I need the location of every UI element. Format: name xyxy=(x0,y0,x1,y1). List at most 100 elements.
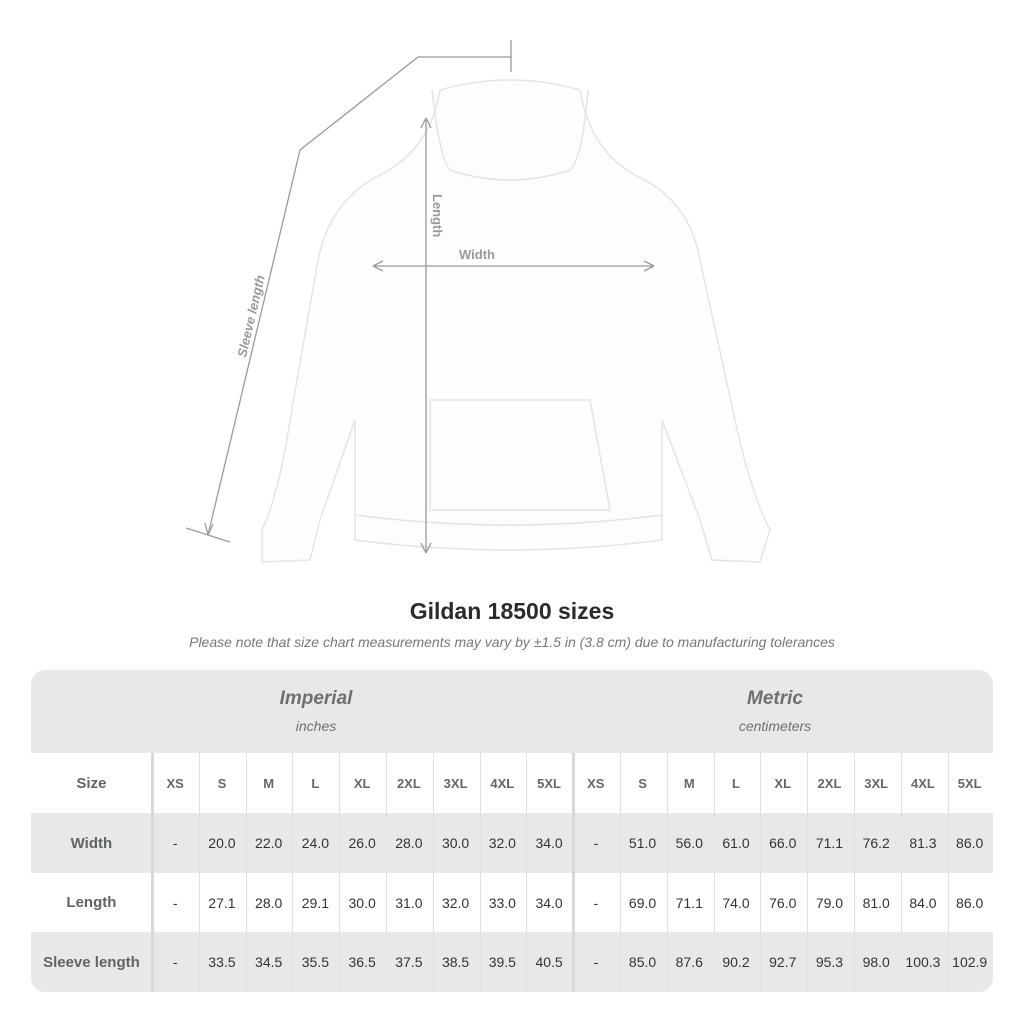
table-cell: XS xyxy=(166,775,184,791)
table-cell: 4XL xyxy=(911,775,935,791)
table-header-band xyxy=(31,670,993,753)
table-cell: 27.1 xyxy=(208,894,236,911)
table-cell: 3XL xyxy=(443,775,468,791)
table-cell: 29.1 xyxy=(301,894,330,911)
hoodie-image xyxy=(261,79,771,563)
table-cell: 4XL xyxy=(490,775,515,791)
table-cell: 51.0 xyxy=(628,835,657,851)
table-cell: XS xyxy=(587,775,605,791)
row-label: Length xyxy=(66,894,117,911)
metric-group: Metric centimeters xyxy=(640,688,910,734)
column-divider xyxy=(526,753,528,992)
length-label: Length xyxy=(430,194,445,237)
table-cell: 76.0 xyxy=(769,894,797,911)
row-label: Size xyxy=(76,774,107,792)
table-cell: 5XL xyxy=(957,775,982,791)
column-divider xyxy=(245,753,247,992)
table-cell: 81.0 xyxy=(862,894,890,911)
table-cell: 95.3 xyxy=(815,954,844,970)
table-cell: - xyxy=(172,894,178,911)
table-cell: 2XL xyxy=(396,775,421,791)
table-cell: 39.5 xyxy=(488,954,516,970)
size-header-row: Size XS S M L XL 2XL 3XL 4XL 5XL XS S M L XL 2XL 3XL 4XL 5… xyxy=(31,753,993,813)
table-cell: L xyxy=(732,775,740,791)
column-divider xyxy=(900,753,902,992)
table-cell: 34.0 xyxy=(535,894,563,911)
column-divider xyxy=(854,753,855,992)
table-cell: - xyxy=(172,954,178,970)
table-cell: 31.0 xyxy=(395,894,423,911)
table-cell: 3XL xyxy=(864,775,889,791)
table-cell: 20.0 xyxy=(208,835,236,851)
row-label: Width xyxy=(70,834,113,852)
table-cell: 85.0 xyxy=(628,954,657,970)
table-cell: 79.0 xyxy=(815,894,844,911)
table-cell: 33.5 xyxy=(208,954,236,970)
column-divider xyxy=(620,753,621,992)
column-divider xyxy=(713,753,715,992)
column-divider xyxy=(198,753,200,992)
table-cell: 28.0 xyxy=(395,835,423,851)
size-table: Imperial inches Metric centimeters Size X… xyxy=(31,670,993,992)
table-cell: 86.0 xyxy=(956,894,984,911)
table-cell: 81.3 xyxy=(909,835,937,851)
table-cell: - xyxy=(593,954,599,970)
hoodie-illustration: Sleeve length Length Width xyxy=(185,40,771,563)
table-cell: 35.5 xyxy=(301,954,330,970)
table-cell: 34.0 xyxy=(535,835,563,851)
table-cell: 26.0 xyxy=(348,835,376,851)
table-cell: 33.0 xyxy=(488,894,516,911)
imperial-heading: Imperial xyxy=(279,688,353,709)
table-cell: - xyxy=(593,894,599,911)
table-cell: S xyxy=(638,775,647,791)
table-cell: 71.1 xyxy=(675,894,703,911)
table-row: Length - 27.1 28.0 29.1 30.0 31.0 32.0 33.0 34.0 -… xyxy=(31,873,993,932)
column-divider xyxy=(386,753,387,992)
imperial-group: Imperial inches xyxy=(181,688,451,734)
page-title: Gildan 18500 sizes xyxy=(409,598,615,624)
column-divider xyxy=(339,753,341,992)
metric-unit: centimeters xyxy=(738,718,812,734)
table-cell: 32.0 xyxy=(488,835,516,851)
table-cell: 61.0 xyxy=(722,835,750,851)
column-divider xyxy=(807,753,809,992)
table-cell: 40.5 xyxy=(535,954,563,970)
measurement-lines xyxy=(185,40,655,554)
column-divider xyxy=(479,753,481,992)
table-cell: 86.0 xyxy=(956,835,984,851)
table-cell: 102.9 xyxy=(952,954,988,970)
column-divider xyxy=(292,753,294,992)
metric-heading: Metric xyxy=(747,688,803,709)
imperial-unit: inches xyxy=(295,718,337,734)
table-cell: 30.0 xyxy=(441,835,470,851)
table-cell: 36.5 xyxy=(348,954,376,970)
table-cell: 74.0 xyxy=(722,894,750,911)
table-cell: L xyxy=(311,775,320,791)
table-cell: 22.0 xyxy=(255,835,283,851)
table-cell: 28.0 xyxy=(255,894,283,911)
table-cell: 34.5 xyxy=(255,954,283,970)
table-cell: 38.5 xyxy=(441,954,470,970)
table-cell: - xyxy=(172,835,178,851)
sleeve-length-label: Sleeve length xyxy=(234,274,267,359)
table-cell: 71.1 xyxy=(815,835,844,851)
width-label: Width xyxy=(459,247,495,262)
table-cell: 5XL xyxy=(537,775,561,791)
table-cell: 37.5 xyxy=(395,954,423,970)
table-cell: 32.0 xyxy=(441,894,470,911)
table-cell: 100.3 xyxy=(905,954,941,970)
column-divider xyxy=(947,753,949,992)
table-cell: 2XL xyxy=(817,775,842,791)
table-cell: M xyxy=(683,775,695,791)
table-cell: - xyxy=(593,835,599,851)
table-row: Width - 20.0 22.0 24.0 26.0 28.0 30.0 32.0 34.0 - 5… xyxy=(31,813,993,873)
table-cell: 90.2 xyxy=(722,954,750,970)
column-divider xyxy=(760,753,762,992)
table-cell: M xyxy=(263,775,275,791)
table-cell: 66.0 xyxy=(769,835,797,851)
table-cell: 87.6 xyxy=(675,954,703,970)
table-row: Sleeve length - 33.5 34.5 35.5 36.5 37.5 38.5 39… xyxy=(31,932,993,992)
table-cell: S xyxy=(217,775,227,791)
column-divider xyxy=(572,753,576,992)
